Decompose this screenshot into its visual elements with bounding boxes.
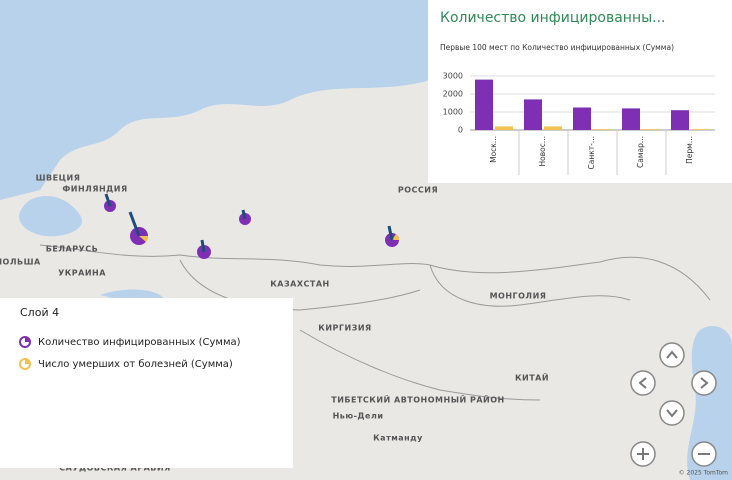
- y-tick-label: 2000: [443, 90, 463, 99]
- map-label: КИТАЙ: [515, 372, 549, 383]
- bar: [593, 129, 611, 130]
- legend-title: Слой 4: [20, 306, 59, 319]
- map-label: ТИБЕТСКИЙ АВТОНОМНЫЙ РАЙОН: [331, 394, 504, 405]
- legend-icon-wedge: [25, 359, 30, 364]
- map-label: Катманду: [373, 434, 423, 443]
- x-tick-label: Перм...: [685, 136, 694, 164]
- map-label: РОССИЯ: [398, 186, 438, 195]
- map-label: КАЗАХСТАН: [270, 280, 330, 289]
- y-tick-label: 3000: [443, 72, 463, 81]
- pan-right[interactable]: [691, 370, 717, 396]
- pie-markers: [104, 193, 400, 259]
- map-label: Нью-Дели: [333, 412, 384, 421]
- nav-controls: [630, 342, 717, 467]
- map-label: ПОЛЬША: [0, 258, 41, 267]
- baltic-sea: [19, 195, 82, 237]
- y-tick-label: 1000: [443, 108, 463, 117]
- chart-title: Количество инфицированны...: [440, 10, 666, 26]
- bar: [642, 129, 660, 130]
- x-tick-label: Самар...: [636, 136, 645, 168]
- x-tick-label: Моск...: [489, 136, 498, 163]
- bar: [573, 107, 591, 130]
- x-tick-label: Новос...: [538, 136, 547, 167]
- map-label: ФИНЛЯНДИЯ: [62, 185, 127, 194]
- pan-up[interactable]: [659, 342, 685, 368]
- bar: [524, 99, 542, 130]
- bar: [671, 110, 689, 130]
- bar: [495, 126, 513, 130]
- y-tick-label: 0: [458, 126, 463, 135]
- arctic-sea: [0, 0, 430, 200]
- pacific: [687, 325, 732, 480]
- pan-down[interactable]: [659, 400, 685, 426]
- bar: [691, 129, 709, 130]
- legend-item: Количество инфицированных (Сумма): [38, 337, 241, 348]
- map-label: ШВЕЦИЯ: [36, 174, 81, 183]
- map-label: КИРГИЗИЯ: [318, 324, 371, 333]
- x-tick-label: Санкт-...: [587, 136, 596, 170]
- bar: [475, 79, 493, 130]
- map-label: УКРАИНА: [58, 269, 106, 278]
- map-label: МОНГОЛИЯ: [490, 292, 547, 301]
- borders: [39, 244, 711, 401]
- legend-panel: [0, 298, 293, 468]
- legend-icon-wedge: [25, 337, 30, 342]
- pan-left[interactable]: [630, 370, 656, 396]
- copyright: © 2025 TomTom: [679, 470, 729, 477]
- chart-subtitle: Первые 100 мест по Количество инфицирова…: [440, 43, 674, 52]
- map-label: БЕЛАРУСЬ: [46, 245, 98, 254]
- bar: [622, 108, 640, 130]
- bar: [544, 126, 562, 130]
- legend-item: Число умерших от болезней (Сумма): [38, 359, 233, 370]
